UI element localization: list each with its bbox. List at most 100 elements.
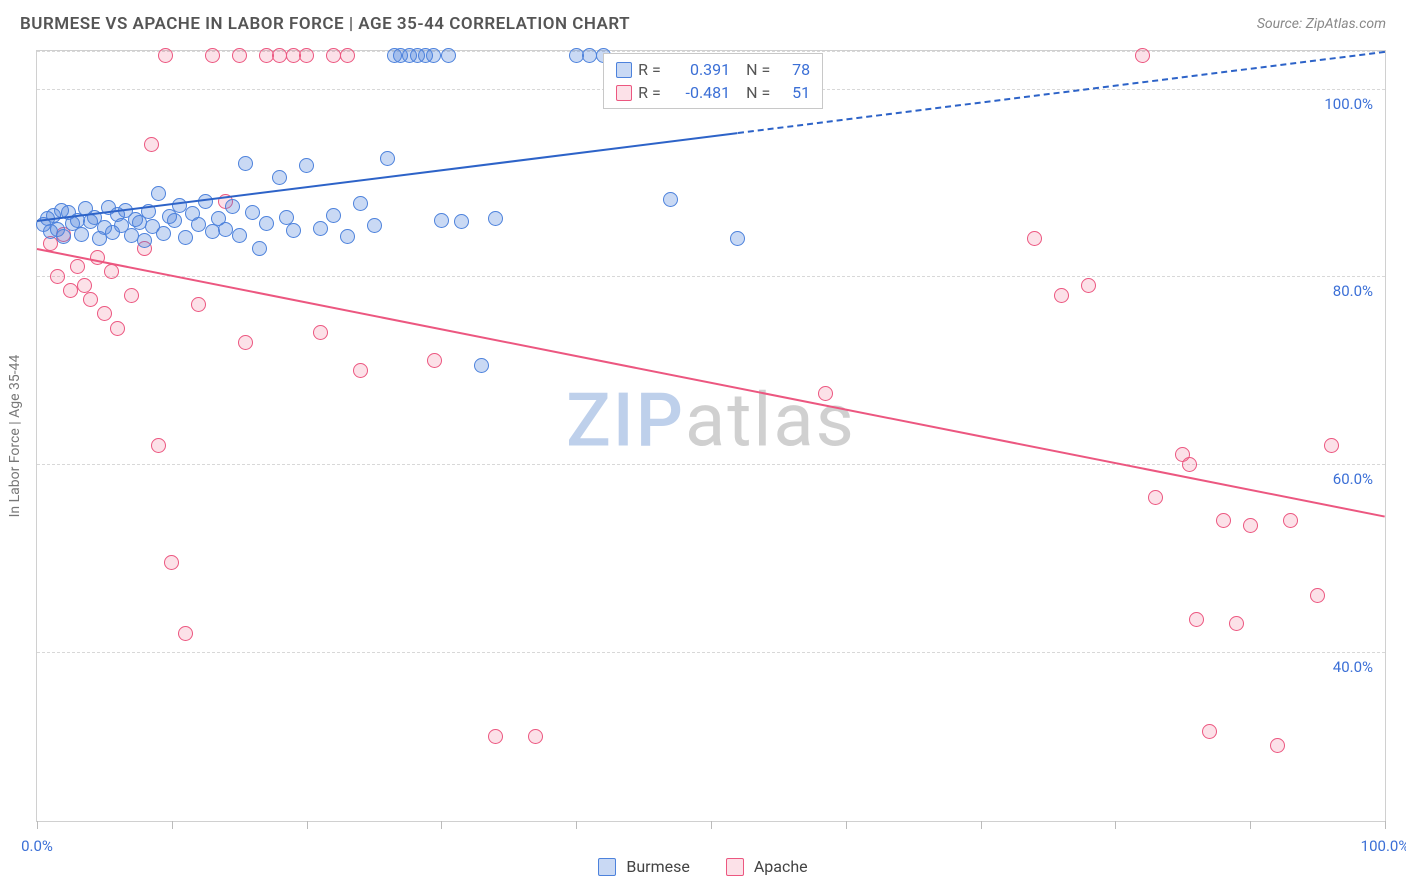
burmese-point	[367, 218, 382, 233]
apache-point	[1202, 724, 1217, 739]
apache-point	[340, 48, 355, 63]
burmese-point	[225, 199, 240, 214]
burmese-point	[299, 158, 314, 173]
burmese-point	[191, 217, 206, 232]
x-tick	[576, 821, 577, 829]
legend-item: Apache	[726, 857, 808, 876]
burmese-point	[286, 223, 301, 238]
trend-line	[37, 132, 738, 222]
apache-point	[238, 335, 253, 350]
x-tick-label: 100.0%	[1361, 837, 1406, 855]
x-tick	[846, 821, 847, 829]
y-tick-label: 60.0%	[1333, 470, 1373, 488]
apache-point	[77, 278, 92, 293]
apache-point	[528, 729, 543, 744]
n-label: N =	[746, 83, 774, 102]
grid-line	[37, 276, 1385, 277]
r-value: 0.391	[672, 60, 730, 79]
x-tick	[37, 821, 38, 829]
plot-area: ZIPatlas 40.0%60.0%80.0%100.0%0.0%100.0%…	[37, 51, 1385, 821]
correlation-stats-box: R = 0.391 N = 78 R = -0.481 N = 51	[603, 53, 823, 109]
apache-point	[178, 626, 193, 641]
apache-point	[1135, 48, 1150, 63]
n-label: N =	[746, 60, 774, 79]
series-swatch	[616, 62, 632, 78]
x-tick	[711, 821, 712, 829]
apache-point	[818, 386, 833, 401]
series-swatch	[616, 85, 632, 101]
burmese-point	[252, 241, 267, 256]
trend-line	[738, 51, 1385, 134]
apache-point	[1310, 588, 1325, 603]
watermark: ZIPatlas	[566, 377, 856, 464]
apache-point	[191, 297, 206, 312]
x-tick	[1385, 821, 1386, 829]
grid-line	[37, 652, 1385, 653]
apache-point	[1182, 457, 1197, 472]
burmese-point	[167, 213, 182, 228]
x-tick	[1250, 821, 1251, 829]
legend-swatch	[726, 858, 744, 876]
r-label: R =	[638, 60, 666, 79]
burmese-point	[313, 221, 328, 236]
burmese-point	[441, 48, 456, 63]
apache-point	[158, 48, 173, 63]
source-name: ZipAtlas.com	[1306, 16, 1386, 32]
apache-point	[1081, 278, 1096, 293]
burmese-point	[326, 208, 341, 223]
apache-point	[164, 555, 179, 570]
r-label: R =	[638, 83, 666, 102]
legend-label: Burmese	[626, 857, 689, 876]
apache-point	[1283, 513, 1298, 528]
apache-point	[104, 264, 119, 279]
burmese-point	[340, 229, 355, 244]
r-value: -0.481	[672, 83, 730, 102]
burmese-point	[663, 192, 678, 207]
burmese-point	[730, 231, 745, 246]
apache-point	[326, 48, 341, 63]
legend-label: Apache	[754, 857, 808, 876]
burmese-point	[582, 48, 597, 63]
apache-point	[110, 321, 125, 336]
apache-point	[70, 259, 85, 274]
apache-point	[1054, 288, 1069, 303]
x-tick	[981, 821, 982, 829]
burmese-point	[151, 186, 166, 201]
x-tick	[307, 821, 308, 829]
apache-point	[353, 363, 368, 378]
apache-point	[488, 729, 503, 744]
burmese-point	[454, 214, 469, 229]
burmese-point	[245, 205, 260, 220]
apache-point	[1148, 490, 1163, 505]
apache-point	[144, 137, 159, 152]
source-attribution: Source: ZipAtlas.com	[1257, 16, 1386, 32]
y-tick-label: 100.0%	[1324, 95, 1373, 113]
apache-point	[232, 48, 247, 63]
legend-item: Burmese	[598, 857, 689, 876]
apache-point	[97, 306, 112, 321]
apache-point	[1243, 518, 1258, 533]
apache-point	[205, 48, 220, 63]
apache-point	[313, 325, 328, 340]
burmese-point	[178, 230, 193, 245]
apache-point	[1189, 612, 1204, 627]
burmese-point	[156, 226, 171, 241]
n-value: 78	[780, 60, 810, 79]
burmese-point	[353, 196, 368, 211]
x-tick-label: 0.0%	[21, 837, 53, 855]
burmese-point	[272, 170, 287, 185]
n-value: 51	[780, 83, 810, 102]
burmese-point	[488, 211, 503, 226]
burmese-point	[56, 229, 71, 244]
burmese-point	[426, 48, 441, 63]
burmese-point	[238, 156, 253, 171]
apache-point	[83, 292, 98, 307]
apache-point	[1216, 513, 1231, 528]
x-tick	[172, 821, 173, 829]
source-prefix: Source:	[1257, 16, 1306, 32]
apache-point	[1229, 616, 1244, 631]
x-tick	[1115, 821, 1116, 829]
burmese-point	[74, 227, 89, 242]
chart-title: BURMESE VS APACHE IN LABOR FORCE | AGE 3…	[20, 14, 630, 34]
burmese-point	[434, 213, 449, 228]
